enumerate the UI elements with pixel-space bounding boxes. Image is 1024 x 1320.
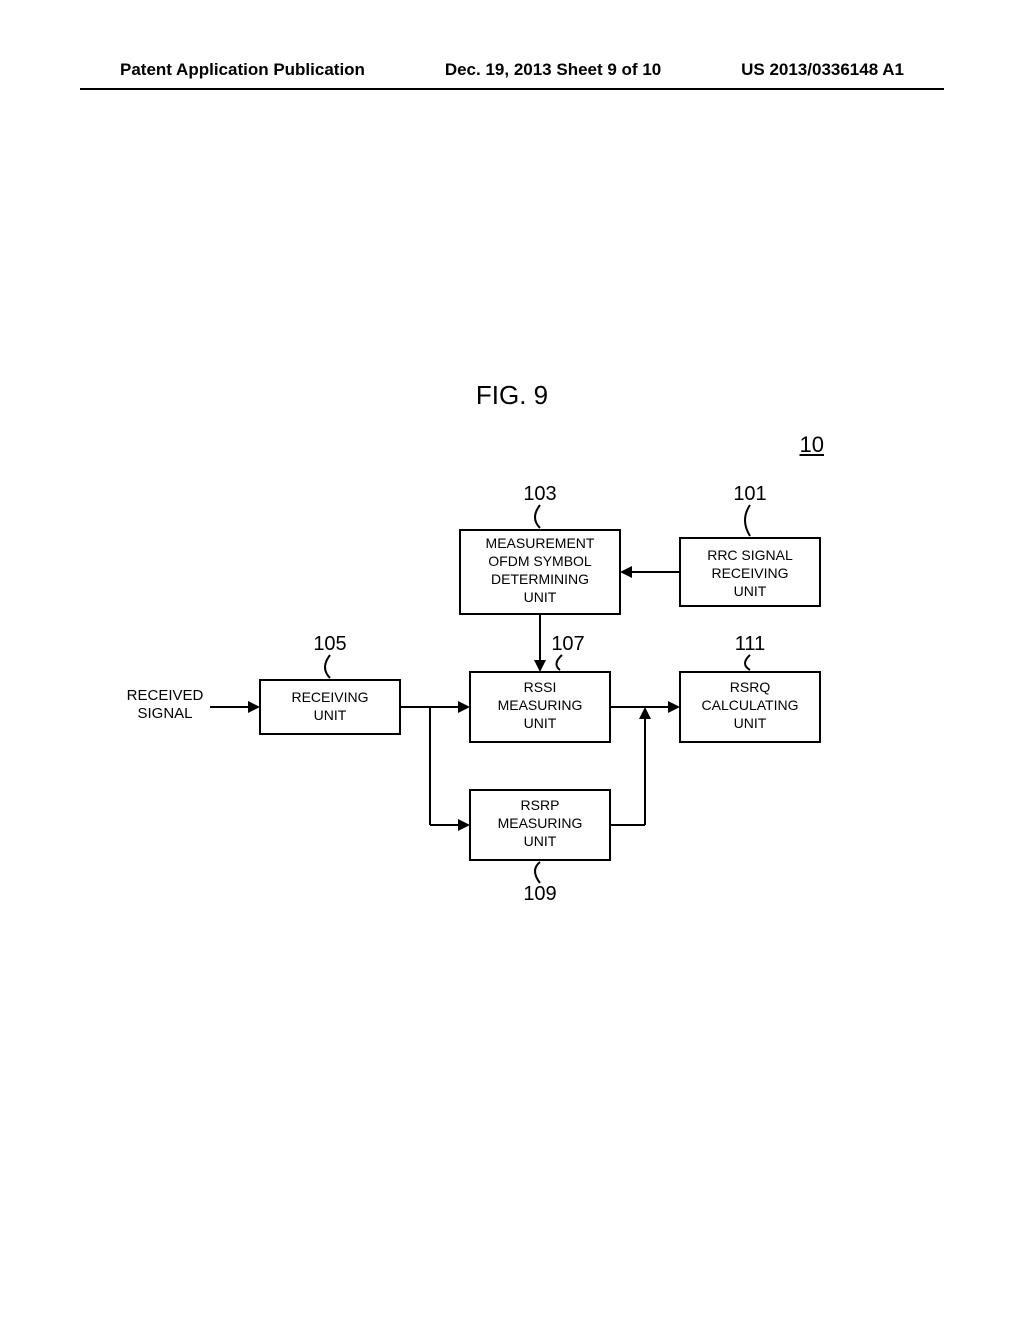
arrowhead-103-107 bbox=[534, 660, 546, 672]
box-105-l1: RECEIVING bbox=[291, 689, 368, 705]
box-103-l1: MEASUREMENT bbox=[486, 535, 595, 551]
box-111-l3: UNIT bbox=[734, 715, 767, 731]
box-103-l2: OFDM SYMBOL bbox=[488, 553, 592, 569]
box-103-l4: UNIT bbox=[524, 589, 557, 605]
header-left: Patent Application Publication bbox=[120, 60, 365, 80]
box-109-l1: RSRP bbox=[521, 797, 560, 813]
ref-105: 105 bbox=[313, 633, 346, 655]
arrowhead-105-107 bbox=[458, 701, 470, 713]
arrowhead-101-103 bbox=[620, 566, 632, 578]
box-101-l2: RECEIVING bbox=[711, 565, 788, 581]
leader-101 bbox=[745, 505, 750, 536]
ref-101: 101 bbox=[733, 483, 766, 505]
header-rule bbox=[80, 88, 944, 90]
arrowhead-107-111 bbox=[668, 701, 680, 713]
ref-111: 111 bbox=[735, 633, 765, 655]
box-111-l1: RSRQ bbox=[730, 679, 771, 695]
box-103-l3: DETERMINING bbox=[491, 571, 589, 587]
figure-title: FIG. 9 bbox=[0, 380, 1024, 411]
leader-105 bbox=[325, 655, 330, 678]
ref-107: 107 bbox=[551, 633, 584, 655]
leader-111 bbox=[745, 655, 750, 670]
box-109-l3: UNIT bbox=[524, 833, 557, 849]
box-107-l3: UNIT bbox=[524, 715, 557, 731]
ref-103: 103 bbox=[523, 483, 556, 505]
box-109-l2: MEASURING bbox=[498, 815, 583, 831]
page: Patent Application Publication Dec. 19, … bbox=[0, 0, 1024, 1320]
leader-103 bbox=[535, 505, 540, 528]
box-105-l2: UNIT bbox=[314, 707, 347, 723]
device-reference: 10 bbox=[800, 432, 824, 458]
arrowhead-input-105 bbox=[248, 701, 260, 713]
input-label-l2: SIGNAL bbox=[137, 705, 192, 722]
box-101-l1: RRC SIGNAL bbox=[707, 547, 793, 563]
ref-109: 109 bbox=[523, 883, 556, 905]
box-107-l2: MEASURING bbox=[498, 697, 583, 713]
header-center: Dec. 19, 2013 Sheet 9 of 10 bbox=[445, 60, 661, 80]
box-107-l1: RSSI bbox=[524, 679, 557, 695]
box-101-l3: UNIT bbox=[734, 583, 767, 599]
arrowhead-109-111 bbox=[639, 707, 651, 719]
input-label-l1: RECEIVED bbox=[127, 687, 204, 704]
block-diagram: MEASUREMENT OFDM SYMBOL DETERMINING UNIT… bbox=[90, 470, 930, 910]
page-header: Patent Application Publication Dec. 19, … bbox=[0, 60, 1024, 80]
leader-109 bbox=[535, 862, 540, 883]
arrowhead-105-109 bbox=[458, 819, 470, 831]
box-111-l2: CALCULATING bbox=[702, 697, 799, 713]
header-right: US 2013/0336148 A1 bbox=[741, 60, 904, 80]
leader-107 bbox=[556, 655, 562, 670]
